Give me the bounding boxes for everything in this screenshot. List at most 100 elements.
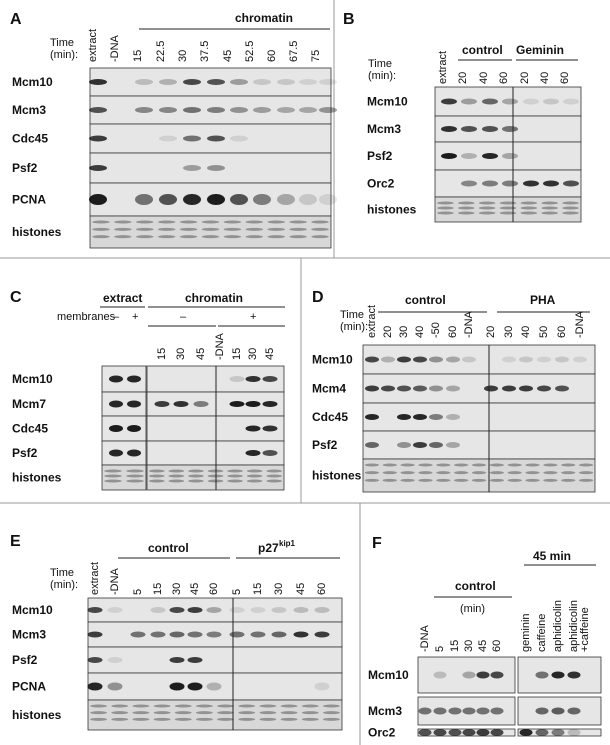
row-label-C: histones (12, 471, 62, 485)
histone-band (126, 474, 144, 478)
band-A (299, 194, 317, 205)
histone-band (174, 704, 192, 708)
lane-label-F: 30 (463, 640, 475, 652)
lane-label-A: 37.5 (199, 41, 211, 62)
band-B (482, 180, 498, 187)
histone-band (153, 717, 171, 721)
band-B (543, 180, 559, 187)
band-C (229, 376, 245, 382)
panel-label-D: D (312, 289, 324, 306)
histone-band (322, 717, 340, 721)
band-D (365, 442, 379, 448)
histone-band (104, 469, 122, 473)
band-C (109, 400, 123, 408)
band-F (462, 707, 476, 715)
histone-band (457, 206, 475, 210)
histone-band (541, 211, 559, 215)
band-D (462, 356, 476, 363)
row-label-E: PCNA (12, 680, 46, 694)
lane-label-A: 67.5 (288, 41, 300, 62)
band-A (207, 107, 225, 113)
histone-band (562, 211, 579, 215)
histone-band (104, 479, 122, 483)
band-E (187, 631, 203, 638)
histone-band (201, 227, 220, 231)
band-F (462, 671, 476, 679)
row-label-C: Mcm10 (12, 372, 53, 386)
time-label: (min): (50, 579, 78, 591)
histone-band (168, 469, 185, 473)
histone-band (457, 201, 475, 205)
histone-band (400, 471, 415, 475)
band-F (418, 707, 432, 715)
band-F (448, 707, 462, 715)
sign: + (250, 311, 256, 323)
histone-band (561, 471, 576, 475)
band-F (462, 729, 476, 736)
histone-band (489, 478, 504, 482)
lane-label-D: 50 (538, 326, 550, 338)
band-C (262, 425, 278, 432)
band-A (159, 79, 177, 85)
panel-label-C: C (10, 289, 22, 306)
lane-label-E: 15 (252, 583, 264, 595)
band-F (567, 707, 581, 715)
histone-band (246, 469, 263, 473)
histone-band (179, 235, 198, 239)
row-label-E: histones (12, 708, 62, 722)
band-A (89, 165, 107, 171)
histone-band (111, 717, 129, 721)
histone-band (520, 211, 538, 215)
histone-band (562, 201, 579, 205)
histone-band (436, 478, 451, 482)
band-F (476, 729, 490, 736)
band-B (461, 126, 477, 132)
band-A (207, 135, 225, 142)
band-A (277, 79, 295, 85)
histone-band (436, 471, 451, 475)
band-D (397, 356, 411, 363)
band-E (150, 607, 166, 613)
row-label-C: Psf2 (12, 446, 38, 460)
band-A (159, 194, 177, 205)
histone-band (311, 227, 329, 231)
histone-band (454, 471, 469, 475)
lane-label-C: -DNA (214, 332, 226, 360)
histone-band (499, 211, 517, 215)
band-F (433, 671, 447, 679)
band-D (429, 442, 443, 448)
histone-band (188, 469, 204, 473)
band-E (169, 657, 185, 663)
histone-band (454, 478, 469, 482)
band-A (230, 135, 248, 142)
band-D (537, 356, 551, 363)
histone-band (168, 479, 185, 483)
lane-label-F: caffeine (536, 614, 548, 652)
row-label-D: histones (312, 469, 362, 483)
histone-band (136, 235, 154, 239)
band-A (183, 135, 201, 142)
lane-label-E: 5 (132, 589, 144, 595)
histone-band (478, 211, 496, 215)
band-B (502, 153, 518, 159)
lane-label-D: -DNA (574, 310, 586, 338)
histone-band (562, 206, 579, 210)
histone-band (195, 717, 213, 721)
blot-strip-B (434, 86, 582, 117)
band-A (319, 107, 337, 113)
histone-band (104, 474, 122, 478)
histone-band (174, 717, 192, 721)
band-D (365, 414, 379, 420)
band-E (206, 631, 222, 638)
lane-label-F: aphidicolin (552, 600, 564, 652)
histone-band (238, 717, 256, 721)
lane-label-B: 60 (498, 72, 510, 84)
histone-band (267, 235, 285, 239)
band-B (441, 98, 457, 105)
band-B (502, 126, 518, 132)
band-C (262, 401, 278, 407)
histone-band (111, 704, 129, 708)
histone-band (418, 463, 433, 467)
row-label-B: Mcm3 (367, 122, 401, 136)
blot-strip-E (87, 646, 343, 674)
